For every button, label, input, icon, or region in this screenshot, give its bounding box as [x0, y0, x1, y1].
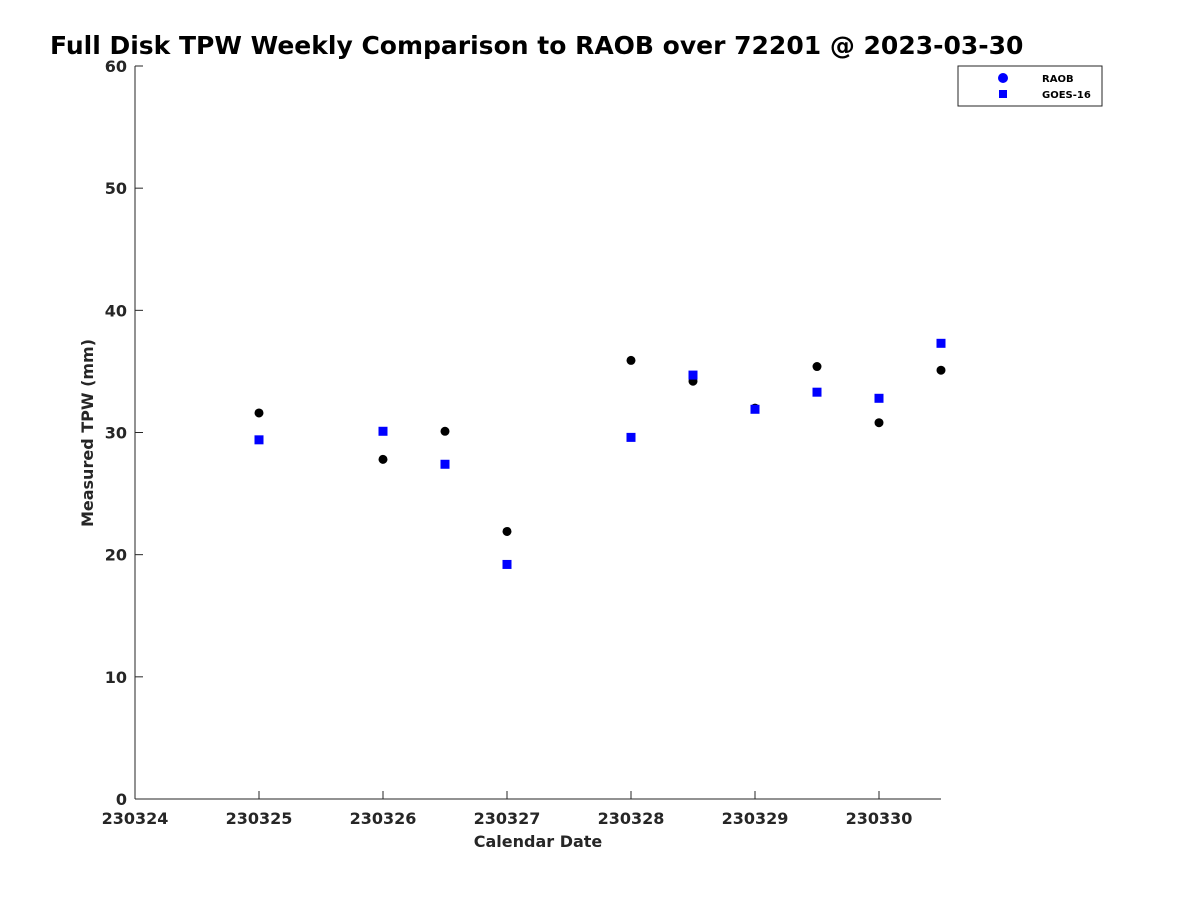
- goes-16-point: [502, 559, 512, 569]
- chart-title: Full Disk TPW Weekly Comparison to RAOB …: [50, 31, 1023, 60]
- goes-16-point: [440, 459, 450, 469]
- legend-marker-raob: [998, 73, 1008, 83]
- x-tick-label: 230327: [474, 809, 541, 828]
- legend: RAOB GOES-16: [957, 65, 1103, 107]
- x-tick-label: 230324: [102, 809, 169, 828]
- legend-marker-goes-16: [999, 90, 1007, 98]
- goes-16-point: [936, 338, 946, 348]
- raob-point: [378, 454, 388, 464]
- raob-point: [626, 355, 636, 365]
- goes-16-point: [254, 435, 264, 445]
- y-tick-label: 50: [105, 179, 127, 198]
- raob-point: [936, 365, 946, 375]
- goes-16-point: [688, 370, 698, 380]
- raob-point: [874, 418, 884, 428]
- x-axis-ticks: 230324 230325 230326 230327 230328 230329 2303…: [102, 791, 913, 828]
- raob-point: [440, 426, 450, 436]
- goes-16-point: [626, 432, 636, 442]
- y-tick-label: 20: [105, 546, 127, 565]
- legend-box: [957, 65, 1103, 107]
- x-tick-label: 230325: [226, 809, 293, 828]
- raob-point: [254, 408, 264, 418]
- y-axis-label: Measured TPW (mm): [78, 339, 97, 527]
- goes-16-point: [874, 393, 884, 403]
- y-tick-label: 40: [105, 301, 127, 320]
- x-tick-label: 230329: [722, 809, 789, 828]
- data-points: [254, 338, 946, 569]
- legend-label-goes-16: GOES-16: [1042, 90, 1091, 101]
- x-tick-label: 230330: [846, 809, 913, 828]
- y-axis-ticks: 0 10 20 30 40 50 60: [105, 57, 143, 809]
- y-tick-label: 0: [116, 790, 127, 809]
- goes-16-point: [750, 404, 760, 414]
- y-tick-label: 10: [105, 668, 127, 687]
- legend-label-raob: RAOB: [1042, 74, 1074, 85]
- goes-16-point: [812, 387, 822, 397]
- raob-point: [502, 526, 512, 536]
- y-tick-label: 60: [105, 57, 127, 76]
- goes-16-point: [378, 426, 388, 436]
- x-axis-label: Calendar Date: [474, 832, 603, 851]
- y-tick-label: 30: [105, 424, 127, 443]
- x-tick-label: 230328: [598, 809, 665, 828]
- raob-point: [812, 362, 822, 372]
- x-tick-label: 230326: [350, 809, 417, 828]
